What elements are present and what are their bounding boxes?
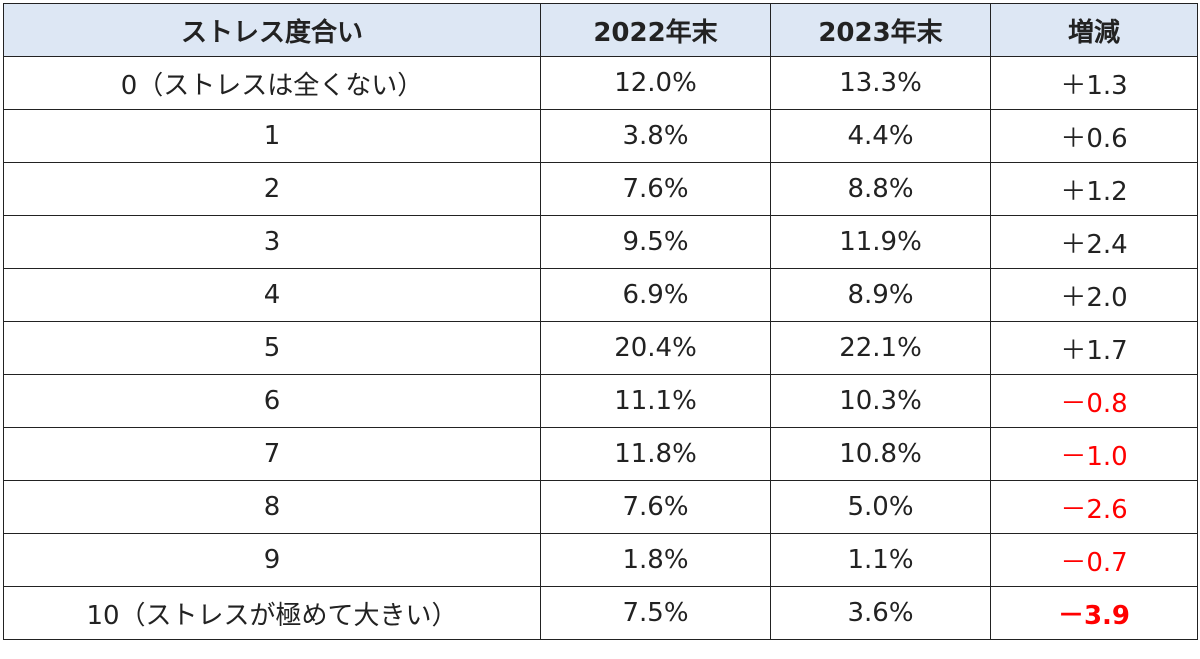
table-cell: 11.9% [770,215,991,269]
table-cell: 7.6% [540,162,771,216]
table-row: 5 20.4% 22.1% ＋1.7 [3,321,1198,375]
table-cell: 1 [3,109,541,163]
table-row: 6 11.1% 10.3% －0.8 [3,374,1198,428]
table-cell: 22.1% [770,321,991,375]
table-cell: 13.3% [770,56,991,110]
table-cell: ＋1.2 [990,162,1198,216]
table-row: 8 7.6% 5.0% －2.6 [3,480,1198,534]
table-cell: ＋2.0 [990,268,1198,322]
table-cell: 3.6% [770,586,991,640]
table-row: 0（ストレスは全くない） 12.0% 13.3% ＋1.3 [3,56,1198,110]
table-cell: 10.3% [770,374,991,428]
table-row: 3 9.5% 11.9% ＋2.4 [3,215,1198,269]
header-cell: 増減 [990,3,1198,57]
table-cell: 6.9% [540,268,771,322]
table-cell: 7 [3,427,541,481]
table-cell: 3.8% [540,109,771,163]
table-cell: 3 [3,215,541,269]
table-cell: 5.0% [770,480,991,534]
table-row: 9 1.8% 1.1% －0.7 [3,533,1198,587]
table-cell: 10（ストレスが極めて大きい） [3,586,541,640]
table-cell: 5 [3,321,541,375]
table-cell: 6 [3,374,541,428]
table-cell: 4 [3,268,541,322]
table-header: ストレス度合い 2022年末 2023年末 増減 [3,3,1198,57]
table-cell: 8.8% [770,162,991,216]
table-cell: 7.6% [540,480,771,534]
table-cell: 8 [3,480,541,534]
table-row: 1 3.8% 4.4% ＋0.6 [3,109,1198,163]
table-cell: 4.4% [770,109,991,163]
table-cell: －1.0 [990,427,1198,481]
table-row: 10（ストレスが極めて大きい） 7.5% 3.6% －3.9 [3,586,1198,640]
table-cell: 1.1% [770,533,991,587]
header-cell: 2023年末 [770,3,991,57]
table-cell: －3.9 [990,586,1198,640]
header-cell: 2022年末 [540,3,771,57]
header-row: ストレス度合い 2022年末 2023年末 増減 [3,3,1198,57]
table-cell: ＋1.3 [990,56,1198,110]
table-cell: ＋2.4 [990,215,1198,269]
table-row: 4 6.9% 8.9% ＋2.0 [3,268,1198,322]
table-cell: 7.5% [540,586,771,640]
table-cell: 8.9% [770,268,991,322]
table-cell: ＋1.7 [990,321,1198,375]
table-cell: 11.8% [540,427,771,481]
table-cell: 20.4% [540,321,771,375]
table-cell: 9 [3,533,541,587]
table-cell: 0（ストレスは全くない） [3,56,541,110]
table-cell: 12.0% [540,56,771,110]
table-cell: 9.5% [540,215,771,269]
table-cell: 11.1% [540,374,771,428]
table-cell: －0.7 [990,533,1198,587]
table-cell: 1.8% [540,533,771,587]
header-cell: ストレス度合い [3,3,541,57]
table-cell: ＋0.6 [990,109,1198,163]
table-cell: 10.8% [770,427,991,481]
table-cell: －2.6 [990,480,1198,534]
stress-table: ストレス度合い 2022年末 2023年末 増減 0（ストレスは全くない） 12.0% 1… [3,3,1198,640]
table-row: 7 11.8% 10.8% －1.0 [3,427,1198,481]
table-row: 2 7.6% 8.8% ＋1.2 [3,162,1198,216]
table-cell: －0.8 [990,374,1198,428]
table-cell: 2 [3,162,541,216]
table-body: 0（ストレスは全くない） 12.0% 13.3% ＋1.3 1 3.8% 4.4% ＋0.6 2… [3,56,1198,640]
